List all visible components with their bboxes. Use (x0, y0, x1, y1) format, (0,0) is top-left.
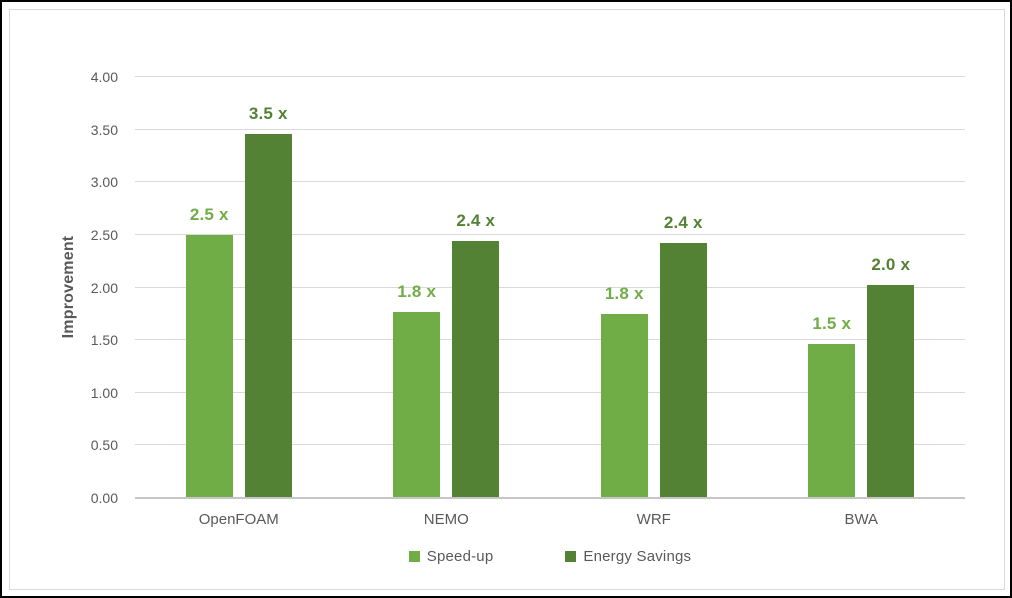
bar-energy-savings-wrf (659, 243, 707, 498)
gridline (135, 444, 965, 446)
gridline (135, 128, 965, 130)
bar-value-label-speed-up-wrf: 1.8 x (604, 283, 644, 303)
gridline (135, 391, 965, 393)
legend-item-energy-savings: Energy Savings (565, 548, 691, 565)
bar-energy-savings-openfoam (244, 133, 292, 498)
legend: Speed-up Energy Savings (135, 548, 965, 565)
bar-value-label-speed-up-bwa: 1.5 x (812, 314, 852, 334)
plot-area: 2.5 x 3.5 x 1.8 x 2.4 x 1.8 x 2.4 x 1.5 x 2.0 x (135, 76, 965, 499)
gridline (135, 286, 965, 288)
gridline (135, 233, 965, 235)
y-axis-tick-label: 1.50 (90, 332, 118, 349)
y-axis-tick-label: 3.50 (90, 121, 118, 138)
bar-value-label-energy-savings-bwa: 2.0 x (871, 255, 911, 275)
y-axis-tick-label: 2.50 (90, 226, 118, 243)
legend-label-speed-up: Speed-up (426, 548, 494, 565)
bar-value-label-speed-up-openfoam: 2.5 x (189, 204, 229, 224)
bar-speed-up-bwa (808, 344, 856, 498)
bar-speed-up-nemo (393, 311, 441, 498)
y-axis-tick-label: 4.00 (90, 69, 118, 85)
bar-energy-savings-bwa (867, 285, 915, 498)
y-axis-tick-label: 3.00 (90, 174, 118, 191)
legend-item-speed-up: Speed-up (408, 548, 494, 565)
y-axis-tick-label: 1.00 (90, 384, 118, 401)
x-axis-category-label-openfoam: OpenFOAM (198, 511, 279, 528)
bar-speed-up-wrf (600, 313, 648, 498)
y-axis-tick-label: 0.00 (90, 490, 118, 506)
bar-value-label-energy-savings-wrf: 2.4 x (663, 213, 703, 233)
legend-label-energy-savings: Energy Savings (583, 548, 692, 565)
bar-value-label-speed-up-nemo: 1.8 x (397, 281, 437, 301)
legend-swatch-energy-savings-icon (565, 551, 577, 562)
legend-swatch-speed-up-icon (408, 551, 420, 562)
bar-value-label-energy-savings-openfoam: 3.5 x (248, 103, 288, 123)
x-axis-category-label-wrf: WRF (636, 511, 671, 528)
gridline (135, 76, 965, 77)
bar-speed-up-openfoam (185, 234, 233, 498)
gridline (135, 181, 965, 183)
y-axis-tick-label: 0.50 (90, 437, 118, 454)
y-axis-tick-label: 2.00 (90, 279, 118, 296)
x-axis-category-label-nemo: NEMO (423, 511, 469, 528)
bar-value-label-energy-savings-nemo: 2.4 x (456, 211, 496, 231)
x-axis-line (135, 497, 965, 499)
x-axis-category-label-bwa: BWA (844, 511, 879, 528)
gridline (135, 339, 965, 341)
bar-energy-savings-nemo (452, 241, 500, 498)
